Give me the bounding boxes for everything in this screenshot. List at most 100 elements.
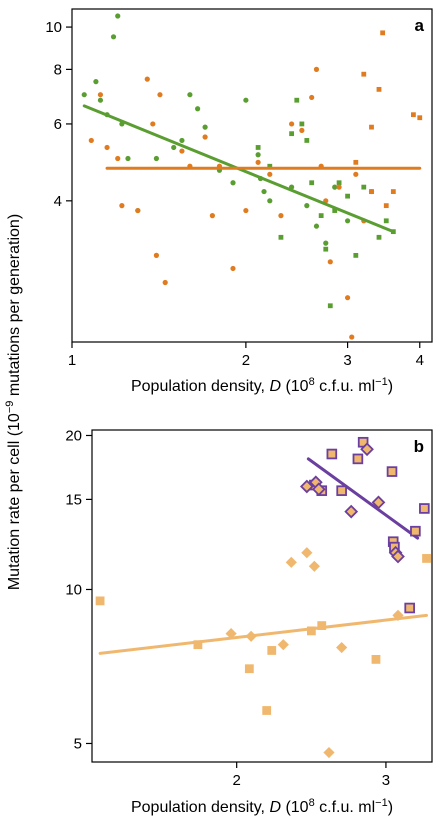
- panel-a-x-axis-title: Population density, D (108 c.f.u. ml−1): [131, 376, 393, 395]
- data-point-a-orange-circle: [243, 207, 249, 214]
- plot-frame-b: [91, 429, 433, 763]
- data-point-a-orange-square: [411, 112, 416, 118]
- data-point-a-orange-circle: [150, 121, 156, 127]
- y-tick-label-a: 4: [54, 193, 62, 210]
- data-point-a-green-square: [376, 234, 382, 240]
- panel-b: 2 3 5 10 15 20 b: [65, 427, 433, 789]
- x-tick-label-b: 2: [233, 772, 241, 789]
- data-point-a-orange-circle: [115, 155, 121, 162]
- data-point-a-orange-circle: [299, 127, 305, 133]
- data-point-a-orange-circle: [157, 92, 163, 98]
- data-point-a-orange-square: [417, 115, 423, 121]
- data-point-a-orange-square: [369, 124, 374, 130]
- y-tick-label-a: 8: [54, 61, 62, 78]
- data-point-a-orange-circle: [153, 252, 160, 258]
- data-point-b-tan-diamond: [336, 641, 348, 654]
- data-point-b-tan-square: [386, 466, 398, 477]
- data-point-b-tan-diamond: [392, 609, 404, 621]
- data-point-b-tan-square: [317, 621, 327, 630]
- data-point-a-green-circle: [230, 180, 236, 186]
- data-point-a-green-circle: [344, 218, 351, 224]
- data-point-a-green-circle: [332, 184, 338, 190]
- panel-a: 1 2 3 4 4 6 8 10 a: [45, 8, 433, 369]
- data-point-a-orange-circle: [179, 148, 185, 154]
- data-point-a-green-square: [255, 145, 261, 150]
- data-point-a-orange-circle: [327, 259, 333, 265]
- data-point-b-tan-square: [267, 646, 277, 655]
- data-point-a-orange-circle: [144, 76, 150, 82]
- data-point-a-green-square: [278, 234, 284, 240]
- data-point-a-green-square: [336, 180, 342, 186]
- data-point-a-green-circle: [110, 34, 117, 40]
- data-point-b-tan-square: [352, 453, 364, 465]
- data-point-b-tan-diamond: [323, 746, 335, 759]
- data-point-b-tan-diamond: [360, 442, 374, 457]
- data-point-a-orange-circle: [368, 188, 375, 195]
- data-point-a-orange-square: [383, 203, 389, 209]
- y-tick-label-b: 15: [65, 491, 82, 508]
- data-point-a-green-circle: [187, 92, 193, 98]
- fit-line-b-tan: [98, 613, 429, 655]
- data-point-a-orange-square: [353, 159, 359, 165]
- data-point-a-green-square: [299, 121, 305, 127]
- data-point-a-green-circle: [195, 106, 201, 112]
- data-point-a-green-circle: [267, 198, 273, 204]
- panel-label-a: a: [415, 16, 425, 35]
- shared-y-axis-title: Mutation rate per cell (10−9 mutations p…: [4, 214, 23, 590]
- data-point-a-green-circle: [243, 97, 249, 103]
- data-point-b-tan-diamond: [245, 630, 257, 642]
- data-point-b-tan-diamond: [301, 547, 313, 559]
- data-point-b-tan-diamond: [285, 556, 297, 568]
- data-point-a-orange-circle: [336, 184, 342, 190]
- data-point-a-green-circle: [171, 144, 177, 151]
- data-point-b-tan-diamond: [311, 482, 326, 497]
- y-tick-label-a: 10: [45, 19, 62, 36]
- x-tick-label-a: 2: [242, 352, 250, 369]
- data-point-b-tan-diamond: [344, 504, 359, 519]
- data-point-a-green-circle: [81, 92, 87, 98]
- data-point-b-tan-diamond: [308, 560, 320, 572]
- data-point-a-orange-circle: [162, 279, 168, 286]
- data-point-a-green-square: [289, 131, 295, 137]
- x-tick-label-a: 3: [343, 352, 351, 369]
- data-point-b-tan-square: [422, 554, 431, 563]
- data-point-a-green-square: [345, 193, 350, 199]
- data-point-b-tan-diamond: [225, 627, 237, 640]
- data-point-a-orange-circle: [119, 203, 125, 209]
- data-point-a-green-square: [361, 184, 367, 190]
- data-point-b-tan-square: [404, 602, 415, 614]
- data-point-b-tan-square: [262, 706, 272, 715]
- data-point-a-green-square: [353, 252, 359, 258]
- data-point-a-orange-circle: [135, 207, 141, 214]
- data-point-a-orange-circle: [202, 134, 208, 140]
- y-tick-label-b: 10: [65, 581, 82, 598]
- y-tick-label-a: 6: [54, 116, 62, 133]
- data-point-a-green-square: [294, 97, 300, 103]
- data-point-a-orange-circle: [344, 295, 351, 301]
- data-point-a-green-square: [309, 180, 315, 186]
- data-point-a-green-circle: [323, 240, 329, 246]
- data-point-a-orange-circle: [313, 66, 320, 72]
- data-point-a-orange-square: [376, 86, 382, 92]
- data-point-b-tan-diamond: [371, 495, 386, 510]
- data-point-a-green-square: [267, 163, 273, 169]
- data-point-a-orange-circle: [309, 94, 315, 101]
- x-tick-label-a: 1: [68, 352, 76, 369]
- data-point-a-orange-circle: [349, 334, 355, 340]
- data-point-b-tan-square: [326, 448, 338, 460]
- data-point-a-orange-circle: [88, 137, 94, 144]
- y-tick-label-b: 5: [74, 735, 82, 752]
- data-point-a-green-circle: [93, 79, 99, 85]
- data-point-a-green-square: [383, 218, 389, 224]
- data-point-b-tan-diamond: [299, 479, 314, 494]
- data-point-a-green-circle: [97, 97, 104, 103]
- data-point-b-tan-diamond: [391, 549, 405, 564]
- data-point-a-green-circle: [179, 137, 185, 144]
- data-point-a-green-square: [327, 303, 333, 309]
- data-point-a-green-circle: [261, 188, 267, 195]
- data-point-a-orange-circle: [209, 213, 215, 219]
- data-point-a-orange-circle: [255, 159, 261, 165]
- data-point-a-orange-circle: [278, 213, 284, 219]
- data-point-a-green-circle: [313, 223, 320, 229]
- panel-label-b: b: [414, 437, 424, 456]
